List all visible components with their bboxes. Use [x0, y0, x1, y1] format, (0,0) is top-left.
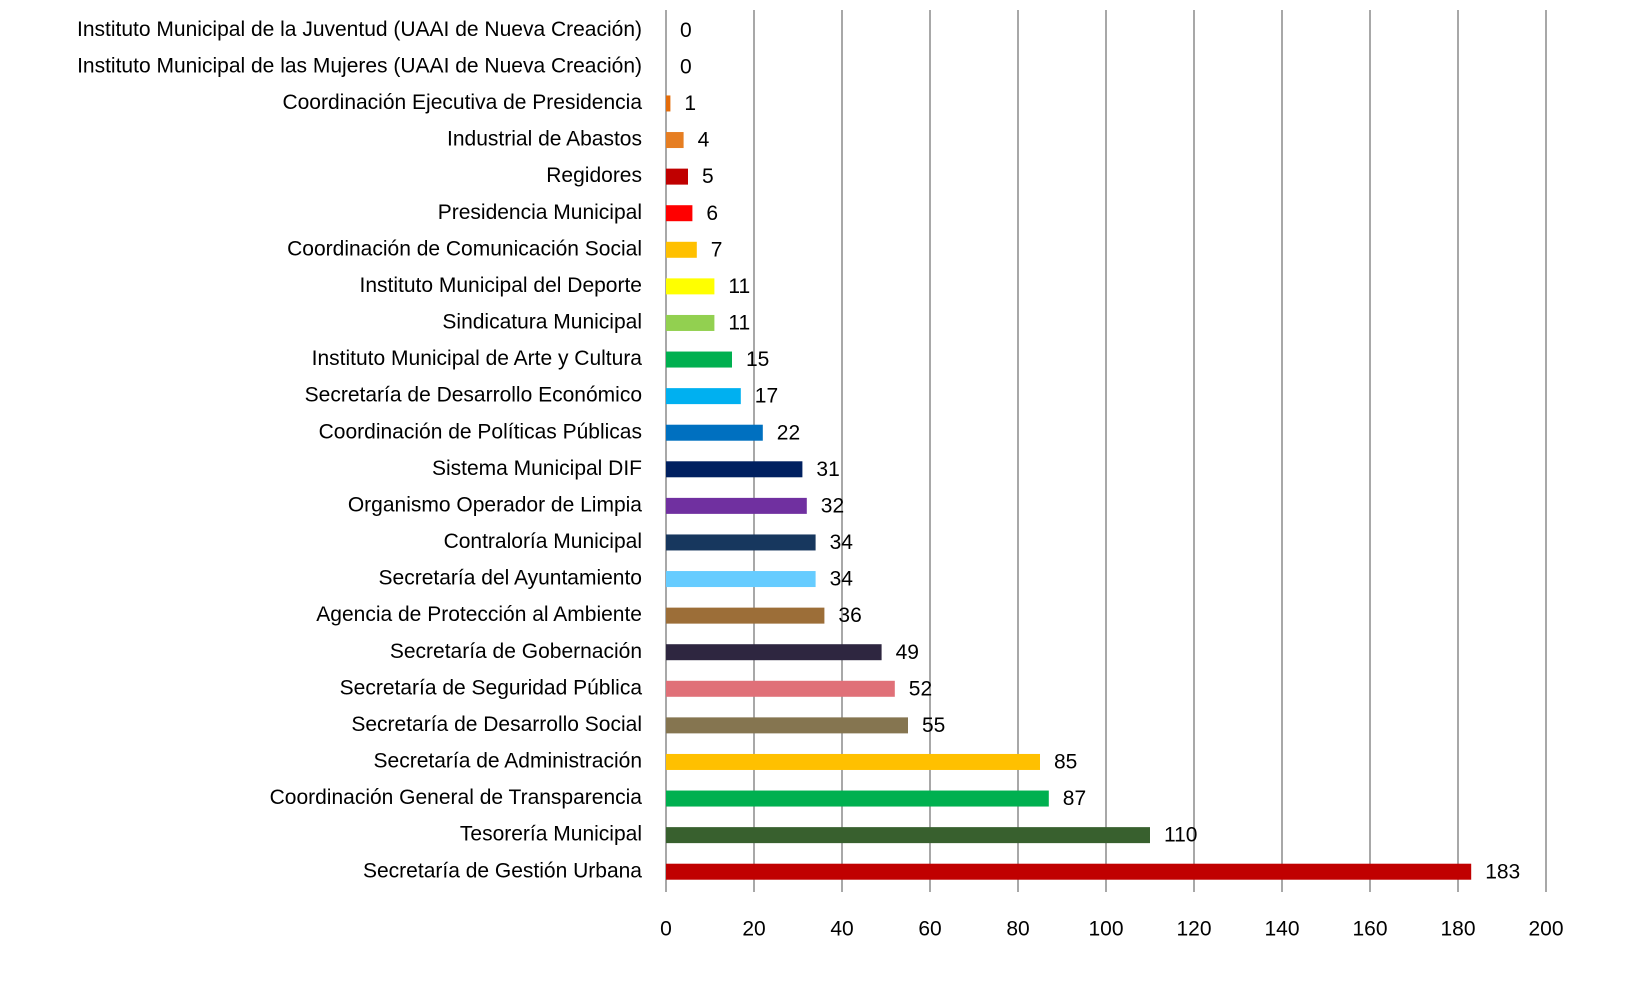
value-label: 15 — [746, 348, 769, 371]
value-label: 22 — [777, 421, 800, 444]
y-tick-label: Coordinación de Políticas Públicas — [319, 420, 642, 443]
value-label: 49 — [896, 641, 919, 664]
x-tick-label: 0 — [660, 918, 672, 941]
value-label: 34 — [830, 568, 854, 591]
bar — [666, 168, 688, 185]
bar — [666, 314, 715, 331]
bar — [666, 278, 715, 295]
bar — [666, 571, 816, 588]
value-label: 7 — [711, 238, 723, 261]
value-label: 183 — [1485, 860, 1520, 883]
bar — [666, 424, 763, 441]
value-label: 4 — [698, 129, 710, 152]
bar — [666, 497, 807, 514]
value-label: 0 — [680, 55, 692, 78]
value-label: 36 — [838, 604, 861, 627]
y-tick-label: Secretaría de Gestión Urbana — [363, 859, 642, 882]
x-tick-label: 80 — [1006, 918, 1029, 941]
value-label: 5 — [702, 165, 714, 188]
bar — [666, 607, 825, 624]
bar — [666, 717, 908, 734]
value-label: 6 — [706, 202, 718, 225]
y-tick-label: Coordinación de Comunicación Social — [287, 237, 642, 260]
bar — [666, 95, 671, 112]
x-tick-label: 20 — [742, 918, 765, 941]
x-tick-label: 40 — [830, 918, 853, 941]
y-tick-label: Coordinación Ejecutiva de Presidencia — [282, 91, 642, 114]
value-label: 52 — [909, 677, 932, 700]
value-label: 87 — [1063, 787, 1086, 810]
y-tick-label: Coordinación General de Transparencia — [270, 786, 643, 809]
y-tick-label: Regidores — [546, 164, 642, 187]
bar — [666, 790, 1049, 807]
value-label: 85 — [1054, 751, 1077, 774]
y-tick-label: Instituto Municipal del Deporte — [360, 274, 643, 297]
value-label: 32 — [821, 494, 844, 517]
y-tick-label: Agencia de Protección al Ambiente — [316, 603, 642, 626]
value-label: 11 — [728, 275, 750, 298]
x-tick-label: 140 — [1264, 918, 1299, 941]
y-tick-label: Contraloría Municipal — [444, 530, 642, 553]
x-tick-label: 60 — [918, 918, 941, 941]
y-tick-label: Organismo Operador de Limpia — [348, 493, 642, 516]
y-tick-label: Instituto Municipal de las Mujeres (UAAI… — [77, 54, 642, 77]
x-tick-label: 120 — [1176, 918, 1211, 941]
y-tick-label: Instituto Municipal de Arte y Cultura — [312, 347, 643, 370]
y-tick-label: Secretaría de Gobernación — [390, 640, 642, 663]
bar — [666, 863, 1472, 880]
value-label: 55 — [922, 714, 945, 737]
y-tick-label: Secretaría de Desarrollo Económico — [305, 384, 642, 407]
x-tick-label: 200 — [1528, 918, 1563, 941]
bar — [666, 680, 895, 697]
bar — [666, 132, 684, 149]
bar — [666, 534, 816, 551]
bar — [666, 461, 803, 478]
value-label: 110 — [1164, 824, 1197, 847]
y-tick-label: Sistema Municipal DIF — [432, 457, 642, 480]
bar — [666, 351, 732, 368]
value-label: 34 — [830, 531, 854, 554]
value-label: 1 — [684, 92, 696, 115]
bar — [666, 388, 741, 405]
value-label: 0 — [680, 19, 692, 42]
y-tick-label: Sindicatura Municipal — [442, 311, 642, 334]
bar — [666, 205, 693, 222]
bar — [666, 241, 697, 258]
bar — [666, 753, 1040, 770]
y-tick-label: Presidencia Municipal — [438, 201, 642, 224]
x-tick-label: 160 — [1352, 918, 1387, 941]
y-tick-label: Instituto Municipal de la Juventud (UAAI… — [77, 18, 642, 41]
x-tick-label: 180 — [1440, 918, 1475, 941]
bar — [666, 644, 882, 661]
y-tick-label: Secretaría de Desarrollo Social — [351, 713, 642, 736]
y-tick-label: Industrial de Abastos — [447, 128, 642, 151]
bar — [666, 827, 1150, 844]
y-tick-label: Secretaría de Seguridad Pública — [340, 676, 643, 699]
y-tick-label: Secretaría de Administración — [374, 750, 642, 773]
value-label: 31 — [816, 458, 839, 481]
value-label: 11 — [728, 312, 750, 335]
value-label: 17 — [755, 385, 778, 408]
y-tick-label: Tesorería Municipal — [460, 823, 642, 846]
x-tick-label: 100 — [1088, 918, 1123, 941]
y-tick-label: Secretaría del Ayuntamiento — [379, 567, 642, 590]
